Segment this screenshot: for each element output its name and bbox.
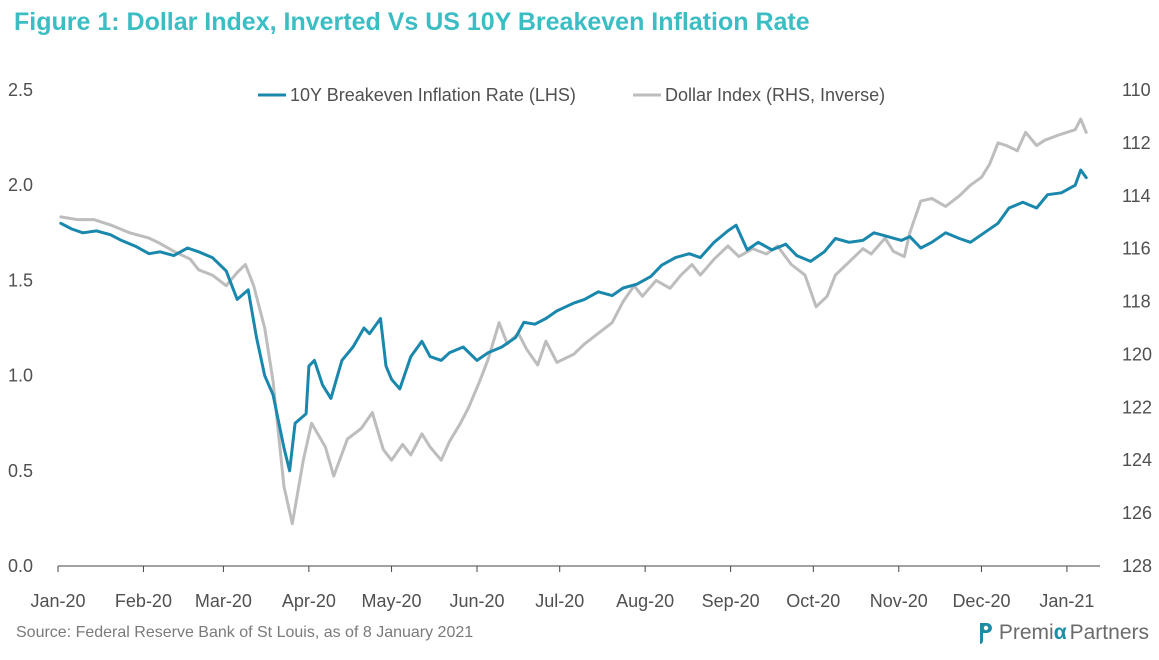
legend-label: Dollar Index (RHS, Inverse) (665, 85, 885, 105)
breakeven-series-line (59, 168, 1088, 473)
y-right-tick-label: 118 (1122, 292, 1151, 312)
x-tick-label: Jun-20 (449, 591, 504, 611)
brand-name-alpha: α (1053, 621, 1067, 644)
x-tick-label: Sep-20 (702, 591, 760, 611)
chart-title: Figure 1: Dollar Index, Inverted Vs US 1… (14, 8, 810, 36)
y-right-tick-label: 126 (1122, 503, 1152, 523)
y-left-tick-label: 0.0 (8, 556, 33, 576)
y-left-tick-label: 2.5 (8, 80, 33, 100)
y-right-tick-label: 114 (1122, 186, 1151, 206)
legend-label: 10Y Breakeven Inflation Rate (LHS) (290, 85, 576, 105)
brand-logo: Premi α Partners (975, 621, 1149, 645)
x-tick-label: Apr-20 (282, 591, 336, 611)
brand-logo-icon (979, 623, 992, 644)
y-right-tick-label: 110 (1122, 80, 1151, 100)
y-right-tick-label: 112 (1122, 133, 1151, 153)
x-tick-label: Aug-20 (616, 591, 674, 611)
y-right-tick-label: 116 (1122, 239, 1151, 259)
y-left-tick-label: 1.0 (8, 366, 33, 386)
x-tick-label: Jul-20 (535, 591, 584, 611)
y-right-tick-label: 124 (1122, 450, 1152, 470)
y-left-tick-label: 2.0 (8, 175, 33, 195)
legend: 10Y Breakeven Inflation Rate (LHS) Dollar… (258, 85, 885, 105)
source-note: Source: Federal Reserve Bank of St Louis… (16, 624, 474, 641)
y-right-tick-label: 128 (1122, 556, 1152, 576)
y-right-tick-label: 120 (1122, 344, 1152, 364)
chart: 10Y Breakeven Inflation Rate (LHS) Dollar… (8, 80, 1152, 611)
series-layer (59, 117, 1088, 526)
x-tick-label: Nov-20 (870, 591, 928, 611)
x-tick-label: May-20 (362, 591, 422, 611)
x-tick-label: Oct-20 (786, 591, 840, 611)
x-tick-label: Feb-20 (115, 591, 172, 611)
dollar-index-series-line (59, 117, 1088, 526)
y-left-tick-label: 0.5 (8, 461, 33, 481)
brand-name-part2: Partners (1069, 621, 1149, 644)
y-left-tick-label: 1.5 (8, 270, 33, 290)
x-tick-label: Dec-20 (952, 591, 1010, 611)
x-tick-label: Mar-20 (195, 591, 252, 611)
brand-name-part1: Premi (998, 621, 1054, 644)
x-tick-label: Jan-20 (30, 591, 85, 611)
y-right-tick-label: 122 (1122, 397, 1152, 417)
chart-axes: Jan-20 Feb-20 Mar-20 Apr-20 May-20 Jun-20 Jul-… (8, 80, 1152, 611)
x-tick-label: Jan-21 (1039, 591, 1094, 611)
